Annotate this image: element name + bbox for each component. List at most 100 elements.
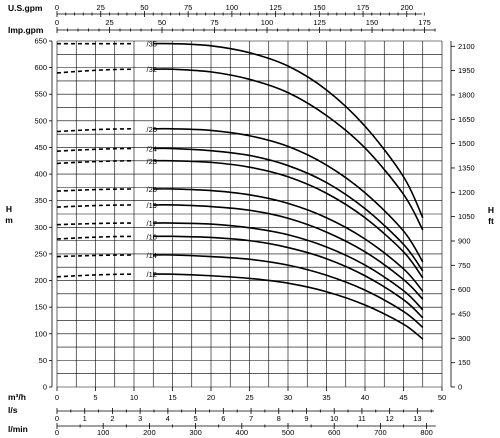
m3h-tick-label: 30 <box>284 393 292 402</box>
series-label: /26 <box>147 125 157 134</box>
ls-tick-label: 10 <box>330 414 338 423</box>
ls-tick-label: 6 <box>221 414 225 423</box>
right-axis-tick-label: 1200 <box>458 188 475 197</box>
right-axis-tick-label: 150 <box>458 358 471 367</box>
lmin-tick-label: 600 <box>328 428 341 437</box>
curves-layer <box>56 42 424 340</box>
series-label: /32 <box>147 65 157 74</box>
curve-24 <box>153 147 424 272</box>
ls-tick-label: 5 <box>194 414 198 423</box>
ls-tick-label: 0 <box>55 414 59 423</box>
us-gpm-tick-label: 175 <box>357 3 370 12</box>
curve-32 <box>153 68 424 231</box>
imp-gpm-tick-label: 150 <box>366 18 379 27</box>
m3h-tick-label: 20 <box>207 393 215 402</box>
curve-dashed-16 <box>56 235 135 240</box>
m3h-tick-label: 5 <box>93 393 97 402</box>
lmin-axis-label: l/min <box>8 424 28 434</box>
m3h-tick-label: 0 <box>55 393 59 402</box>
curve-26 <box>153 127 424 263</box>
m3h-tick-label: 45 <box>399 393 407 402</box>
right-axis-tick-label: 2100 <box>458 42 475 51</box>
imp-gpm-axis-label: Imp.gpm <box>8 25 44 35</box>
curve-dashed-17 <box>56 222 135 226</box>
m3h-tick-label: 15 <box>168 393 176 402</box>
us-gpm-tick-label: 50 <box>140 3 148 12</box>
left-axis-tick-label: 100 <box>34 329 47 338</box>
left-axis-tick-label: 500 <box>34 116 47 125</box>
ls-tick-label: 7 <box>249 414 253 423</box>
curve-14 <box>153 254 424 328</box>
axes-layer: 050100150200250300350400450500550600650H… <box>5 3 494 437</box>
left-axis-tick-label: 450 <box>34 143 47 152</box>
curve-19 <box>153 204 424 300</box>
lmin-tick-label: 800 <box>420 428 433 437</box>
lmin-tick-label: 0 <box>55 428 59 437</box>
us-gpm-tick-label: 125 <box>269 3 282 12</box>
right-axis-tick-label: 600 <box>458 285 471 294</box>
ls-axis-label: l/s <box>8 405 18 415</box>
us-gpm-tick-label: 200 <box>401 3 414 12</box>
series-label: /35 <box>147 40 157 49</box>
ls-tick-label: 9 <box>304 414 308 423</box>
ls-tick-label: 2 <box>110 414 114 423</box>
ls-tick-label: 4 <box>166 414 170 423</box>
left-axis-tick-label: 50 <box>39 356 47 365</box>
imp-gpm-tick-label: 25 <box>105 18 113 27</box>
m3h-tick-label: 35 <box>322 393 330 402</box>
right-axis-label: H <box>488 205 494 215</box>
curve-dashed-12 <box>56 273 135 278</box>
us-gpm-tick-label: 75 <box>184 3 192 12</box>
right-axis-unit: ft <box>488 216 494 226</box>
right-axis-tick-label: 1500 <box>458 139 475 148</box>
imp-gpm-tick-label: 75 <box>210 18 218 27</box>
series-label: /12 <box>147 270 157 279</box>
curve-23 <box>153 159 424 279</box>
ls-tick-label: 11 <box>358 414 366 423</box>
right-axis-tick-label: 1350 <box>458 163 475 172</box>
imp-gpm-tick-label: 175 <box>418 18 431 27</box>
left-axis-tick-label: 400 <box>34 170 47 179</box>
curve-dashed-24 <box>56 147 135 152</box>
right-axis-tick-label: 300 <box>458 334 471 343</box>
series-label: /14 <box>147 251 157 260</box>
right-axis-tick-label: 1650 <box>458 115 475 124</box>
series-label: /24 <box>147 145 157 154</box>
curve-dashed-26 <box>56 128 135 133</box>
series-label: /20 <box>147 185 157 194</box>
m3h-tick-label: 40 <box>361 393 369 402</box>
labels-layer: /35/32/26/24/23/20/19/17/16/14/12 <box>147 40 157 279</box>
lmin-tick-label: 300 <box>189 428 202 437</box>
us-gpm-tick-label: 150 <box>313 3 326 12</box>
us-gpm-tick-label: 100 <box>226 3 239 12</box>
m3h-tick-label: 50 <box>438 393 446 402</box>
curve-dashed-19 <box>56 204 135 208</box>
imp-gpm-tick-label: 100 <box>261 18 274 27</box>
curve-dashed-20 <box>56 188 135 192</box>
curve-20 <box>153 188 424 292</box>
right-axis-tick-label: 1800 <box>458 90 475 99</box>
left-axis-tick-label: 600 <box>34 63 47 72</box>
curve-16 <box>153 235 424 319</box>
m3h-tick-label: 10 <box>130 393 138 402</box>
right-axis-tick-label: 1950 <box>458 66 475 75</box>
ls-tick-label: 13 <box>413 414 421 423</box>
series-label: /16 <box>147 232 157 241</box>
lmin-tick-label: 400 <box>236 428 249 437</box>
right-axis-tick-label: 0 <box>458 383 462 392</box>
left-axis-tick-label: 550 <box>34 90 47 99</box>
series-label: /17 <box>147 219 157 228</box>
lmin-tick-label: 100 <box>97 428 110 437</box>
left-axis-tick-label: 0 <box>43 383 47 392</box>
lmin-tick-label: 500 <box>282 428 295 437</box>
curve-dashed-14 <box>56 254 135 258</box>
ls-tick-label: 1 <box>83 414 87 423</box>
m3h-axis-label: m³/h <box>8 392 26 402</box>
m3h-tick-label: 25 <box>245 393 253 402</box>
curve-12 <box>153 273 424 340</box>
curve-35 <box>153 42 424 219</box>
right-axis-tick-label: 750 <box>458 261 471 270</box>
ls-tick-label: 3 <box>138 414 142 423</box>
series-label: /19 <box>147 201 157 210</box>
